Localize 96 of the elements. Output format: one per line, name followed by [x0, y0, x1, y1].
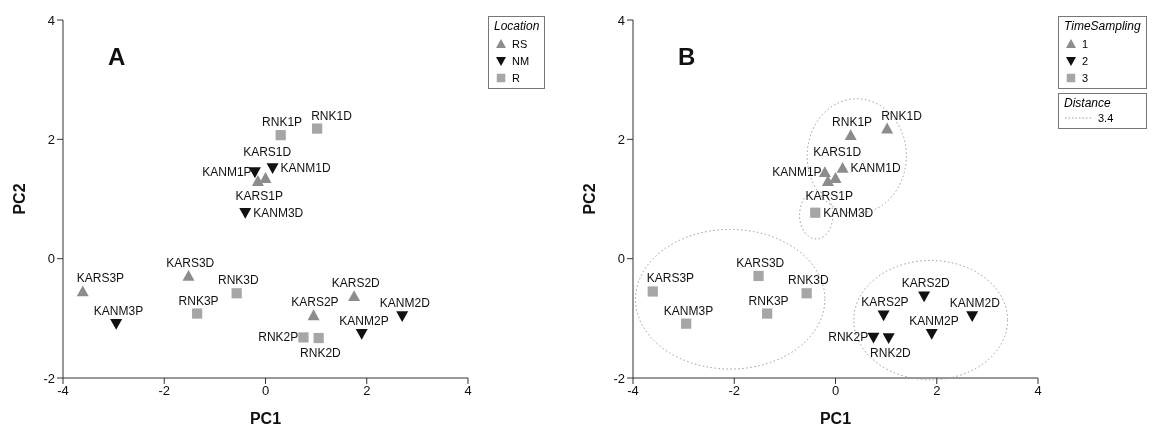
x-tick-label: -2	[728, 383, 741, 399]
annotation: KANM1P	[772, 165, 822, 180]
text: A	[108, 43, 126, 70]
annotation: KARS3D	[166, 255, 215, 270]
point	[836, 161, 849, 173]
annotation: RNK3P	[748, 293, 789, 308]
text: 3.4	[1098, 112, 1114, 124]
annotation: KARS1D	[813, 145, 862, 160]
annotation: RNK3D	[218, 273, 260, 288]
annotation: KANM2D	[949, 295, 1001, 310]
point	[251, 175, 264, 186]
point	[966, 311, 979, 322]
legend-label: NM	[512, 54, 530, 67]
point	[76, 285, 89, 297]
x-tick-label: 0	[261, 383, 270, 399]
point	[313, 332, 324, 344]
point	[231, 288, 242, 299]
annotation: KANM2D	[379, 295, 431, 310]
point	[182, 269, 195, 281]
point	[275, 130, 286, 141]
legend-label: 1	[1082, 37, 1089, 50]
annotation: RNK3D	[788, 273, 830, 288]
annotation: RNK1P	[262, 115, 303, 130]
legend-title: Location	[494, 19, 540, 33]
x-tick-label: 0	[831, 383, 840, 399]
annotation: RNK1D	[311, 108, 353, 123]
y-axis-title: PC2	[10, 183, 28, 215]
point	[918, 291, 931, 303]
annotation: KARS1P	[235, 189, 283, 204]
legend-label: 3	[1082, 71, 1089, 84]
annotation: RNK1D	[881, 108, 923, 123]
x-tick-label: 2	[933, 383, 941, 399]
y-tick-label: 4	[617, 12, 625, 28]
legend-title: TimeSampling	[1064, 19, 1141, 33]
annotation: KANM1P	[202, 165, 252, 180]
y-tick-label: -2	[43, 370, 55, 386]
x-axis-title: PC1	[249, 410, 282, 427]
point	[110, 318, 123, 330]
point	[307, 309, 320, 321]
annotation: KANM3D	[823, 205, 874, 220]
legend-label: 2	[1082, 54, 1089, 67]
annotation: KANM3P	[93, 303, 144, 318]
annotation: KANM1D	[850, 160, 901, 175]
annotation: KANM3D	[253, 205, 304, 220]
annotation: KARS1D	[243, 145, 292, 160]
annotation: KANM2P	[909, 313, 959, 328]
annotation: KARS3P	[646, 271, 695, 286]
annotation: KARS2D	[331, 276, 381, 291]
annotation: KARS3P	[76, 271, 125, 286]
point	[844, 129, 857, 140]
x-tick-label: -2	[158, 383, 171, 399]
x-tick-label: 4	[1034, 383, 1042, 399]
point	[867, 332, 880, 344]
y-tick-label: 2	[617, 131, 625, 147]
annotation: KANM3P	[663, 303, 714, 318]
annotation: KANM1D	[280, 160, 331, 175]
annotation: RNK2D	[870, 346, 912, 361]
annotation: RNK2P	[258, 330, 299, 345]
annotation: RNK3P	[178, 293, 219, 308]
point	[881, 122, 894, 134]
annotation: KARS2D	[901, 276, 951, 291]
legend-label: RS	[512, 37, 528, 50]
point	[266, 163, 279, 174]
point	[348, 290, 361, 302]
legend-label: R	[512, 71, 520, 84]
point	[312, 123, 323, 134]
text: B	[678, 43, 696, 70]
annotation: KARS3D	[736, 255, 785, 270]
x-tick-label: 4	[464, 383, 472, 399]
annotation: KARS1P	[805, 189, 853, 204]
point	[877, 310, 890, 322]
y-tick-label: 2	[47, 131, 55, 147]
text: Distance	[1064, 96, 1112, 110]
y-tick-label: 4	[47, 12, 55, 28]
point	[298, 332, 309, 343]
point	[925, 329, 938, 340]
annotation: KARS2P	[861, 295, 909, 310]
annotation: KARS2P	[291, 295, 339, 310]
annotation: KANM2P	[339, 313, 389, 328]
y-tick-label: 0	[47, 251, 55, 267]
x-axis-title: PC1	[819, 410, 852, 427]
x-tick-label: -4	[57, 383, 69, 399]
y-axis-title: PC2	[580, 183, 598, 215]
point	[355, 329, 368, 340]
x-tick-label: -4	[627, 383, 639, 399]
y-tick-label: 0	[617, 251, 625, 267]
point	[239, 207, 252, 219]
annotation: RNK2P	[828, 330, 869, 345]
annotation: RNK2D	[300, 346, 342, 361]
point	[882, 333, 895, 345]
annotation: RNK1P	[832, 115, 873, 130]
y-tick-label: -2	[613, 370, 625, 386]
point	[810, 207, 821, 218]
point	[396, 311, 409, 322]
x-tick-label: 2	[363, 383, 371, 399]
point	[192, 308, 203, 319]
